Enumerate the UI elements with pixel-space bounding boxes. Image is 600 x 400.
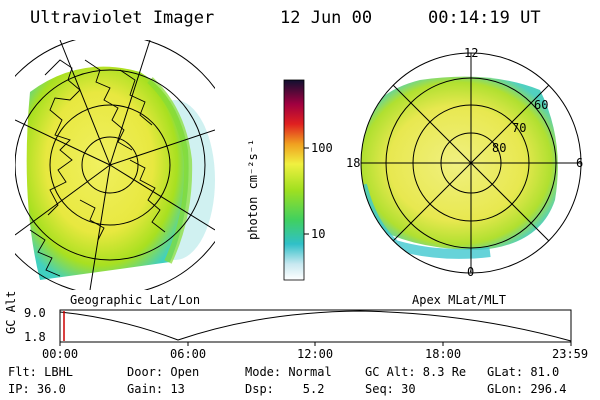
colorbar-tick-100: 100 [311,141,333,155]
status-glon: GLon: 296.4 [487,382,567,396]
altitude-xtick-4: 23:59 [552,347,589,361]
altitude-axis-label: GC Alt [4,290,18,334]
altitude-xtick-2: 12:00 [297,347,334,361]
apex-map [360,52,582,274]
colorbar-unit-label: photon cm⁻²s⁻¹ [246,138,260,240]
date-label: 12 Jun 00 [280,8,373,28]
mlat-label-60: 60 [534,98,549,112]
status-gain: Gain: 13 [127,382,185,396]
altitude-ytick-low: 1.8 [24,330,46,344]
altitude-xtick-0: 00:00 [42,347,79,361]
mlat-label-80: 80 [492,141,507,155]
time-label: 00:14:19 UT [428,8,541,28]
status-mode: Mode: Normal [245,365,332,379]
status-door: Door: Open [127,365,200,379]
status-filter: Flt: LBHL [8,365,74,379]
altitude-plot [59,309,572,346]
mlt-label-0: 0 [467,265,475,279]
right-panel-caption: Apex MLat/MLT [412,293,506,307]
status-gc-alt: GC Alt: 8.3 Re [365,365,467,379]
colorbar [284,80,304,280]
left-panel-caption: Geographic Lat/Lon [70,293,201,307]
status-dsp: Dsp: 5.2 [245,382,325,396]
status-seq: Seq: 30 [365,382,416,396]
status-ip: IP: 36.0 [8,382,66,396]
altitude-xtick-3: 18:00 [425,347,462,361]
mlt-label-6: 6 [576,156,584,170]
mlt-label-18: 18 [346,156,361,170]
altitude-xtick-1: 06:00 [170,347,207,361]
mlat-label-70: 70 [512,121,527,135]
geographic-map [15,40,215,290]
altitude-ytick-high: 9.0 [24,306,46,320]
status-glat: GLat: 81.0 [487,365,560,379]
app-title: Ultraviolet Imager [30,8,215,28]
colorbar-tick-10: 10 [311,227,326,241]
mlt-label-12: 12 [464,46,479,60]
